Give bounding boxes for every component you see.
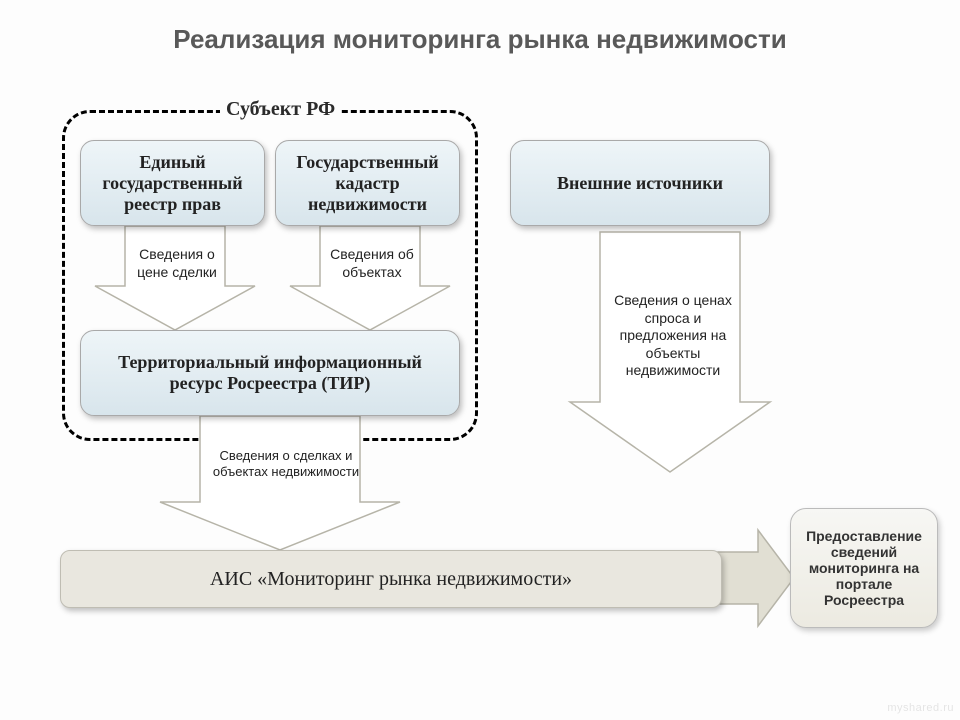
card-tir: Территориальный информационный ресурс Ро… — [80, 330, 460, 416]
arrow-ais-to-portal — [718, 530, 794, 626]
watermark: myshared.ru — [887, 702, 954, 714]
card-tir-text: Территориальный информационный ресурс Ро… — [91, 352, 449, 394]
ais-bar-text: АИС «Мониторинг рынка недвижимости» — [210, 568, 572, 591]
arrow-external-info — [570, 232, 770, 472]
card-gkn-text: Государственный кадастр недвижимости — [286, 152, 449, 215]
page-title: Реализация мониторинга рынка недвижимост… — [0, 24, 960, 55]
output-box-text: Предоставление сведений мониторинга на п… — [801, 528, 927, 608]
ais-bar: АИС «Мониторинг рынка недвижимости» — [60, 550, 722, 608]
arrow-object-info — [290, 226, 450, 330]
output-box: Предоставление сведений мониторинга на п… — [790, 508, 938, 628]
card-egrp: Единый государственный реестр прав — [80, 140, 265, 226]
card-external: Внешние источники — [510, 140, 770, 226]
subject-rf-label: Субъект РФ — [220, 98, 341, 121]
card-egrp-text: Единый государственный реестр прав — [91, 152, 254, 215]
arrow-price-info — [95, 226, 255, 330]
diagram-stage: Реализация мониторинга рынка недвижимост… — [0, 0, 960, 720]
card-gkn: Государственный кадастр недвижимости — [275, 140, 460, 226]
card-external-text: Внешние источники — [557, 173, 723, 194]
arrow-tir-to-ais — [160, 416, 400, 550]
